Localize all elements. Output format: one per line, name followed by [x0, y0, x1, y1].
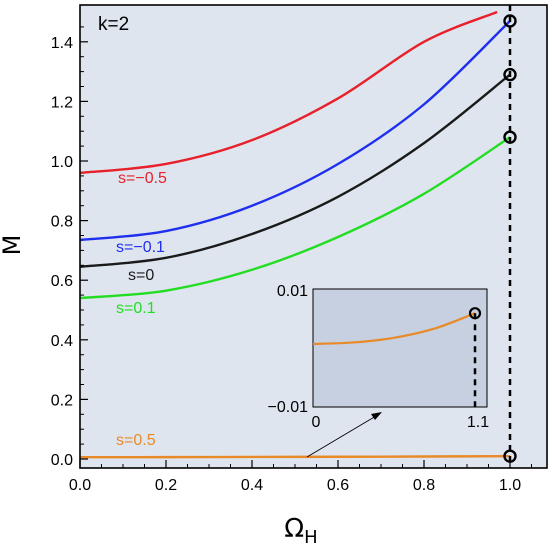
x-axis-ticks: 0.0 0.2 0.4 0.6 0.8 1.0	[69, 460, 532, 494]
inset-y-tick-top: 0.01	[277, 283, 308, 300]
series-label-s-0: s=0	[128, 267, 154, 284]
series-line-3	[80, 136, 511, 300]
series-line-1	[80, 20, 511, 242]
inset-x-tick-left: 0	[312, 414, 321, 431]
y-tick-label-4: 0.8	[51, 214, 73, 231]
series-line-2	[80, 73, 511, 268]
arrow-shaft	[306, 415, 377, 458]
inset-y-tick-bottom: −0.01	[268, 399, 309, 416]
inset-plot: 0.01 −0.01 0 1.1	[268, 283, 490, 431]
endpoint-marker-1	[503, 67, 517, 82]
endpoint-marker-2	[503, 130, 517, 144]
x-tick-label-5: 1.0	[499, 477, 521, 494]
panel-label: k=2	[98, 14, 129, 35]
arrow-head	[371, 412, 382, 420]
marker-layer	[503, 14, 517, 463]
inset-series-line	[312, 312, 476, 346]
series-line-4	[80, 454, 511, 459]
x-axis-title-main: Ω	[284, 514, 304, 544]
x-tick-label-3: 0.6	[327, 477, 349, 494]
y-tick-label-1: 0.2	[51, 392, 73, 409]
y-tick-label-0: 0.0	[51, 452, 73, 469]
y-tick-label-2: 0.4	[51, 333, 73, 350]
y-tick-label-3: 0.6	[51, 273, 73, 290]
series-label-s-neg-0.5: s=−0.5	[118, 170, 167, 187]
plot-frame	[79, 4, 548, 469]
y-tick-label-6: 1.2	[51, 94, 73, 111]
x-axis-title: ΩH	[284, 514, 317, 547]
y-axis-ticks: 0.0 0.2 0.4 0.6 0.8 1.0 1.2 1.4	[51, 26, 88, 469]
endpoint-marker-0	[503, 14, 517, 28]
series-label-s-neg-0.1: s=−0.1	[116, 239, 165, 256]
inset-background	[312, 288, 488, 408]
y-tick-label-7: 1.4	[51, 35, 73, 52]
x-tick-label-0: 0.0	[69, 477, 91, 494]
inset-endpoint-marker	[468, 307, 482, 320]
series-layer	[80, 10, 511, 459]
x-tick-label-1: 0.2	[155, 477, 177, 494]
x-axis-title-subscript: H	[304, 527, 318, 547]
series-label-s-0.1: s=0.1	[116, 300, 156, 317]
series-label-s-0.5: s=0.5	[116, 432, 156, 449]
x-tick-label-2: 0.4	[241, 477, 263, 494]
inset-x-tick-right: 1.1	[467, 414, 489, 431]
inset-arrow	[306, 412, 382, 458]
y-tick-label-5: 1.0	[51, 154, 73, 171]
series-line-0	[80, 10, 498, 175]
x-tick-label-4: 0.8	[413, 477, 435, 494]
y-axis-title: M	[0, 235, 26, 256]
